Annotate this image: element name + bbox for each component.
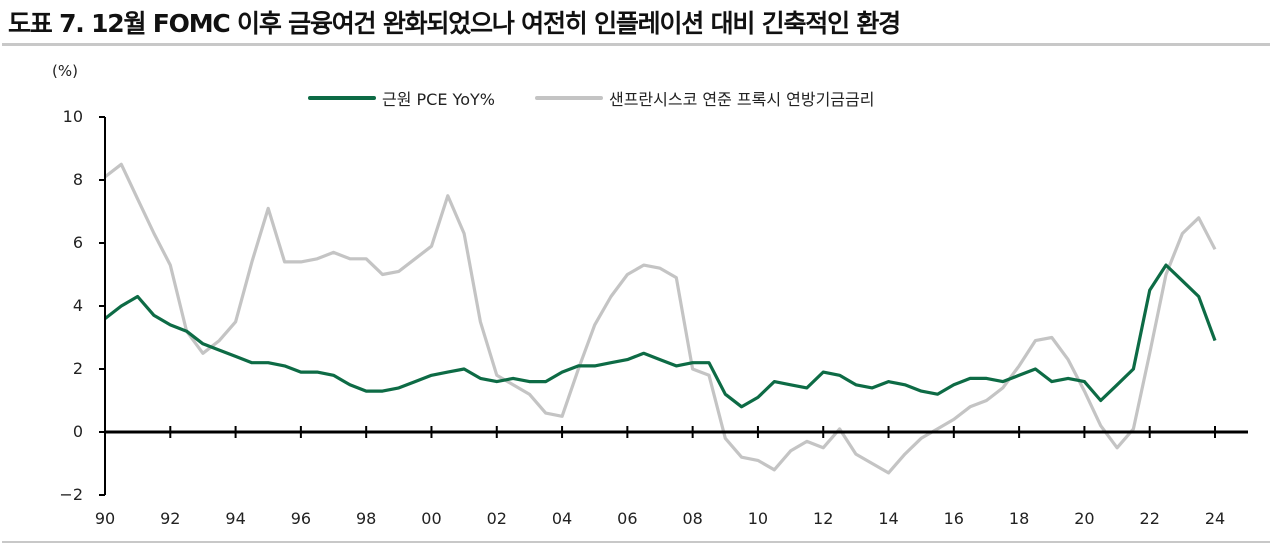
chart-legend: 근원 PCE YoY% 샌프란시스코 연준 프록시 연방기금금리	[308, 86, 914, 110]
x-tick-label: 98	[355, 509, 377, 528]
x-tick-label: 14	[878, 509, 899, 528]
axes-layer	[99, 116, 1248, 496]
x-tick-label: 08	[682, 509, 703, 528]
top-divider	[2, 43, 1270, 46]
legend-item-proxy-ffr: 샌프란시스코 연준 프록시 연방기금금리	[534, 86, 875, 110]
y-tick-label: 2	[72, 359, 83, 378]
y-tick-label: 4	[72, 296, 83, 315]
x-tick-label: 16	[943, 509, 964, 528]
y-tick-label: 0	[72, 422, 83, 441]
x-tick-label: 24	[1204, 509, 1226, 528]
series-layer	[104, 162, 1217, 475]
legend-swatch-proxy-ffr	[534, 96, 603, 100]
x-tick-label: 94	[225, 509, 246, 528]
y-axis-unit-label: (%)	[52, 62, 78, 80]
x-tick-label: 10	[747, 509, 769, 528]
legend-label-proxy-ffr: 샌프란시스코 연준 프록시 연방기금금리	[608, 90, 875, 109]
y-tick-label: 6	[72, 233, 83, 252]
x-tick-label: 90	[94, 509, 116, 528]
x-tick-label: 02	[486, 509, 507, 528]
legend-item-core-pce: 근원 PCE YoY%	[308, 86, 495, 110]
x-tick-label: 22	[1139, 509, 1160, 528]
x-tick-label: 04	[551, 509, 573, 528]
bottom-divider	[2, 541, 1270, 543]
series-line-core-pce	[104, 263, 1217, 409]
x-tick-label: 20	[1074, 509, 1095, 528]
chart-title: 도표 7. 12월 FOMC 이후 금융여건 완화되었으나 여전히 인플레이션 …	[8, 9, 901, 38]
series-line-proxy-ffr	[104, 162, 1217, 475]
x-tick-label: 12	[813, 509, 834, 528]
legend-label-core-pce: 근원 PCE YoY%	[382, 90, 495, 109]
legend-swatch-core-pce	[308, 96, 376, 100]
x-tick-label: 18	[1008, 509, 1030, 528]
x-tick-label: 06	[617, 509, 638, 528]
y-tick-label: −2	[59, 485, 83, 504]
x-tick-label: 96	[290, 509, 312, 528]
y-tick-label: 8	[72, 170, 83, 189]
y-tick-label: 10	[62, 107, 83, 126]
x-tick-label: 00	[421, 509, 442, 528]
x-tick-label: 92	[160, 509, 181, 528]
